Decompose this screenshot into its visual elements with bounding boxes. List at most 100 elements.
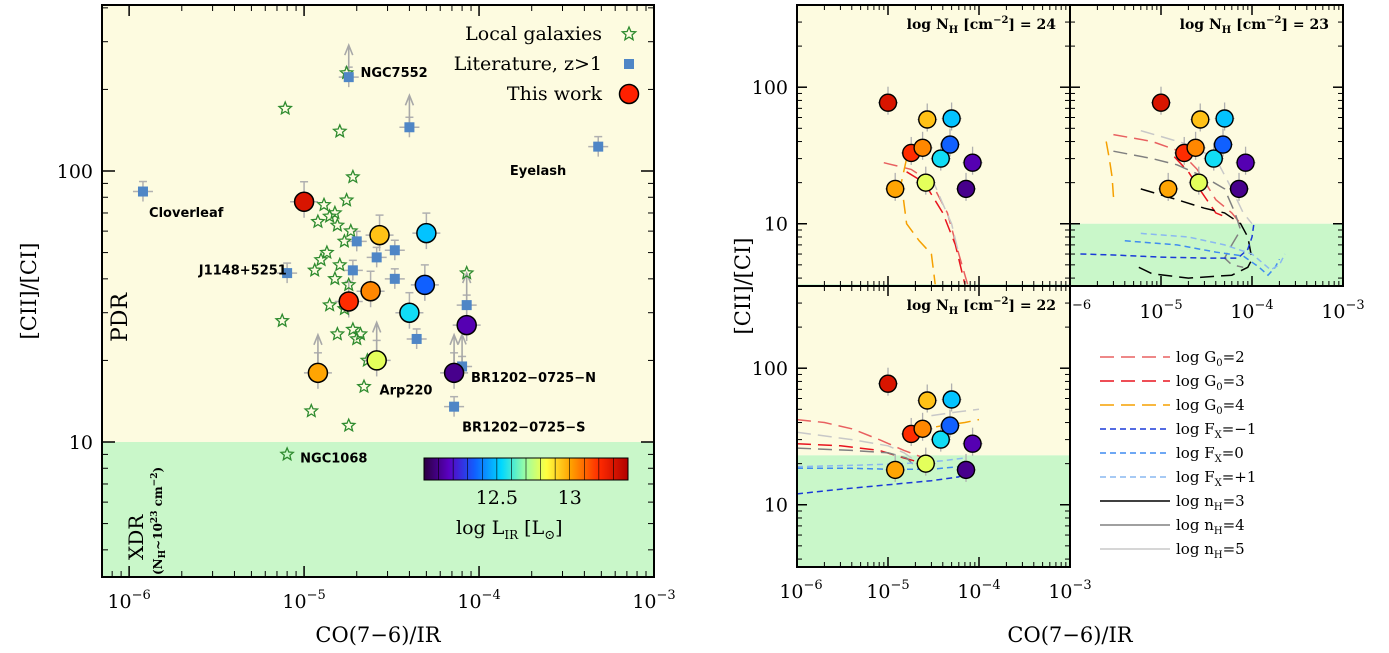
local-galaxy-star	[345, 168, 361, 184]
literature-square	[282, 268, 293, 279]
this-work-point	[940, 135, 960, 154]
local-galaxy-star	[313, 251, 329, 267]
right-x-tick-label: 10−5	[1139, 298, 1182, 323]
xdr-label: XDR	[124, 514, 148, 560]
this-work-point	[940, 416, 960, 435]
panel-title: log NH [cm−2] = 23	[1180, 15, 1329, 36]
this-work-point	[456, 314, 477, 336]
legend-label-thiswork: This work	[507, 83, 603, 105]
this-work-point	[366, 350, 387, 371]
literature-square	[351, 236, 362, 247]
panel-xdr-region	[797, 455, 1070, 567]
left-chart: NGC7552 Eyelash Cloverleaf J1148+5251 Arp220…	[17, 4, 676, 647]
this-work-point	[942, 109, 961, 128]
local-galaxy-star	[336, 233, 353, 248]
this-work-point	[931, 149, 950, 168]
this-work-point	[963, 434, 982, 453]
model-curve	[930, 176, 960, 255]
right-x-tick-label: 10−3	[1048, 578, 1091, 603]
left-y-tick-label: 10	[69, 432, 93, 454]
lower-limit-arrowhead	[461, 270, 472, 284]
local-galaxy-star	[306, 262, 323, 277]
this-work-point	[1159, 179, 1178, 199]
this-work-point	[293, 191, 315, 213]
literature-square	[449, 401, 460, 412]
legend-square-icon	[624, 59, 634, 69]
local-galaxy-star	[349, 330, 365, 346]
colorbar-tick-label: 13	[558, 487, 582, 509]
this-work-point	[1215, 109, 1234, 128]
model-curve	[797, 457, 965, 468]
model-legend-label: log FX=−1	[1176, 420, 1256, 441]
right-x-tick-label: 10−5	[866, 578, 909, 603]
this-work-point	[886, 179, 905, 199]
local-galaxy-star	[321, 296, 338, 312]
left-x-tick-label: 10−3	[632, 588, 675, 613]
model-legend-label: log nH=4	[1176, 516, 1245, 537]
this-work-point	[1213, 135, 1233, 154]
this-work-point	[443, 362, 465, 384]
this-work-point	[360, 280, 381, 302]
local-galaxy-star	[345, 321, 361, 337]
local-galaxy-star	[342, 222, 359, 238]
local-galaxy-star	[338, 191, 355, 207]
local-galaxy-star	[279, 446, 295, 462]
left-y-axis-label: [CII]/[CI]	[17, 243, 41, 340]
model-curve	[797, 418, 925, 459]
right-x-tick-label: −6	[1072, 298, 1091, 313]
model-legend-label: log G0=4	[1176, 396, 1245, 417]
right-y-tick-label: 10	[764, 214, 788, 236]
local-galaxy-star	[327, 270, 343, 286]
left-x-tick-label: 10−6	[107, 588, 150, 613]
annotation-label: BR1202−0725−N	[471, 371, 596, 386]
model-curve	[1140, 129, 1253, 225]
right-x-axis-label: CO(7−6)/IR	[1007, 623, 1133, 647]
colorbar-tick-label: 12.5	[476, 487, 518, 509]
legend-label-local: Local galaxies	[465, 23, 602, 45]
colorbar-label: log LIR [L⊙]	[456, 517, 563, 543]
legend-label-literature: Literature, z>1	[454, 53, 602, 75]
this-work-point	[913, 138, 932, 157]
local-galaxy-star	[316, 196, 332, 212]
right-x-tick-label: 10−6	[779, 578, 822, 603]
model-legend-label: log G0=3	[1176, 372, 1245, 393]
local-galaxy-star	[319, 244, 335, 260]
local-galaxy-star	[277, 100, 293, 116]
right-y-axis-label: [CII]/[CI]	[731, 238, 755, 335]
right-y-tick-label: 100	[752, 358, 788, 380]
annotation-label: NGC7552	[360, 66, 427, 81]
this-work-point	[399, 302, 420, 323]
annotation-label: NGC1068	[300, 451, 367, 466]
local-galaxy-star	[303, 402, 320, 418]
model-curve	[1173, 156, 1229, 219]
model-curve	[1113, 133, 1242, 225]
literature-square	[389, 245, 400, 256]
legend-circle-icon	[618, 83, 640, 105]
model-legend-label: log nH=3	[1176, 492, 1245, 513]
literature-square	[343, 72, 354, 83]
literature-square	[347, 265, 358, 276]
panel-title: log NH [cm−2] = 24	[907, 15, 1057, 36]
local-galaxy-star	[332, 256, 348, 272]
lower-limit-arrowhead	[343, 42, 354, 56]
model-legend-label: log G0=2	[1176, 348, 1245, 369]
local-galaxy-star	[458, 264, 475, 280]
this-work-point	[918, 110, 937, 129]
colorbar: 12.5 13 log LIR [L⊙]	[423, 457, 629, 543]
this-work-point	[942, 390, 961, 409]
model-legend-label: log nH=5	[1176, 540, 1245, 561]
annotation-label: Arp220	[380, 383, 433, 398]
local-galaxy-star	[356, 378, 372, 394]
model-panel: log NH [cm−2] = 22	[796, 285, 1071, 568]
literature-square	[389, 273, 400, 284]
lower-limit-arrowhead	[449, 332, 459, 346]
local-galaxy-star	[321, 208, 338, 223]
right-x-tick-label: 10−4	[957, 578, 1000, 603]
this-work-point	[956, 179, 976, 199]
literature-square	[137, 186, 148, 197]
this-work-point	[414, 274, 436, 296]
left-y-tick-label: 100	[57, 161, 93, 183]
literature-square	[593, 141, 604, 152]
left-x-tick-label: 10−5	[282, 588, 325, 613]
this-work-point	[918, 391, 937, 410]
